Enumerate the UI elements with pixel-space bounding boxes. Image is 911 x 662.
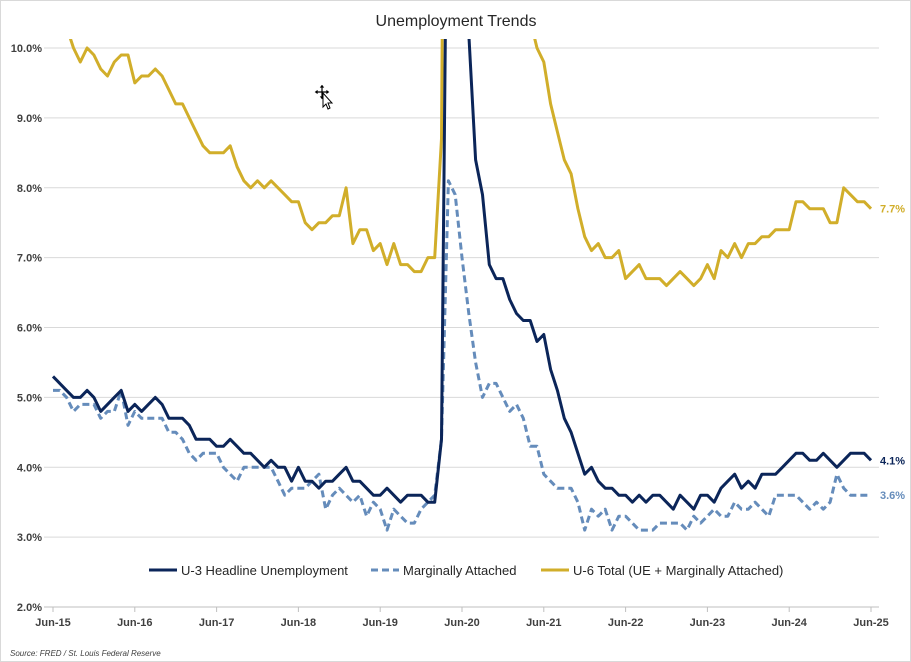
x-tick-label: Jun-17 — [199, 617, 234, 629]
source-note: Source: FRED / St. Louis Federal Reserve — [10, 649, 161, 658]
series-line-1 — [53, 179, 871, 532]
end-label: 4.1% — [880, 455, 905, 467]
legend-item: U-3 Headline Unemployment — [149, 563, 348, 578]
chart-title: Unemployment Trends — [376, 13, 537, 30]
x-tick-label: Jun-25 — [853, 617, 888, 629]
x-tick-label: Jun-15 — [35, 617, 70, 629]
y-tick-label: 3.0% — [17, 532, 42, 544]
legend-item: Marginally Attached — [371, 563, 516, 578]
legend-label: U-6 Total (UE + Marginally Attached) — [573, 563, 783, 578]
legend: U-3 Headline Unemployment Marginally Atta… — [149, 563, 783, 578]
x-tick-label: Jun-16 — [117, 617, 152, 629]
x-tick-label: Jun-23 — [690, 617, 725, 629]
y-tick-label: 5.0% — [17, 392, 42, 404]
x-axis: Jun-15 Jun-16 Jun-17 Jun-18 Jun-19 Jun-20 Jun-… — [35, 607, 889, 629]
series-line-2 — [68, 39, 873, 288]
end-labels: 7.7% 3.6% 4.1% — [880, 204, 905, 502]
y-tick-label: 8.0% — [17, 183, 42, 195]
x-tick-label: Jun-24 — [771, 617, 807, 629]
y-tick-label: 9.0% — [17, 113, 42, 125]
move-cursor-icon — [313, 83, 334, 110]
x-tick-label: Jun-20 — [444, 617, 479, 629]
end-label: 3.6% — [880, 490, 905, 502]
series-line-0 — [51, 39, 873, 511]
gridlines — [44, 47, 879, 608]
y-tick-label: 6.0% — [17, 323, 42, 335]
legend-label: U-3 Headline Unemployment — [181, 563, 348, 578]
x-tick-label: Jun-21 — [526, 617, 561, 629]
y-tick-label: 7.0% — [17, 253, 42, 265]
legend-label: Marginally Attached — [403, 563, 516, 578]
end-label: 7.7% — [880, 204, 905, 216]
x-tick-label: Jun-18 — [281, 617, 316, 629]
x-tick-label: Jun-19 — [362, 617, 397, 629]
y-tick-label: 4.0% — [17, 462, 42, 474]
y-tick-label: 2.0% — [17, 602, 42, 614]
y-tick-label: 10.0% — [11, 43, 42, 55]
x-tick-label: Jun-22 — [608, 617, 643, 629]
y-axis: 2.0% 3.0% 4.0% 5.0% 6.0% 7.0% 8.0% 9.0% 10.0% — [11, 43, 42, 614]
legend-item: U-6 Total (UE + Marginally Attached) — [541, 563, 783, 578]
series-lines — [51, 39, 873, 532]
